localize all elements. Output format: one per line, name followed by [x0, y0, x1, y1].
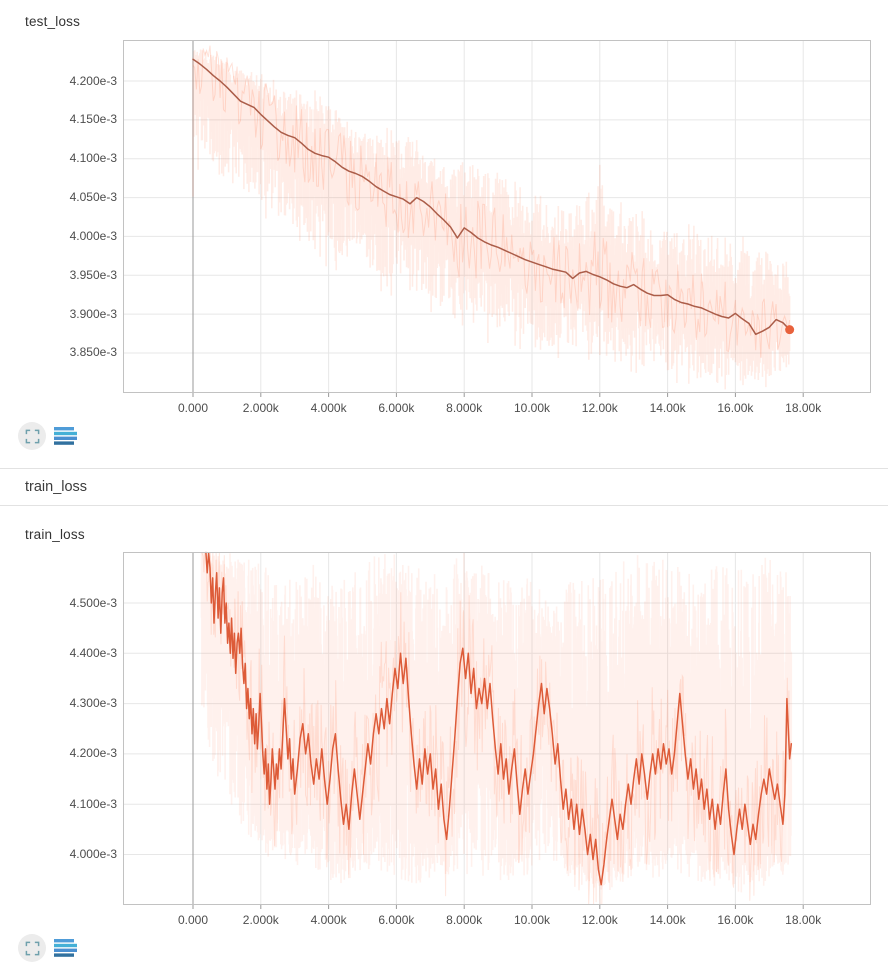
smoothed-series-line	[205, 551, 793, 886]
x-tick-label: 10.00k	[513, 401, 551, 415]
chart-toolbar-test-loss	[18, 421, 78, 451]
x-tick-label: 12.00k	[581, 401, 618, 415]
x-tick-label: 6.000k	[378, 401, 415, 415]
raw-series	[192, 49, 791, 390]
x-tick-label: 8.000k	[446, 913, 483, 927]
expand-chart-button[interactable]	[18, 422, 46, 450]
runs-list-button[interactable]	[54, 938, 78, 958]
expand-chart-button[interactable]	[18, 934, 46, 962]
expand-icon	[25, 429, 40, 444]
runs-list-icon	[54, 426, 78, 446]
chart-toolbar-train-loss	[18, 933, 78, 963]
train-loss-plot[interactable]	[123, 551, 871, 909]
section-header-label: train_loss	[25, 479, 88, 495]
y-tick-label: 4.100e-3	[69, 151, 117, 166]
x-tick-label: 0.000	[177, 913, 209, 927]
y-tick-label: 4.100e-3	[69, 796, 117, 811]
y-tick-label: 3.850e-3	[69, 345, 117, 360]
y-tick-label: 4.300e-3	[69, 696, 117, 711]
plot-canvas[interactable]	[123, 40, 871, 397]
section-header-train-loss[interactable]: train_loss	[0, 468, 888, 506]
y-tick-label: 3.900e-3	[69, 306, 117, 321]
x-tick-label: 10.00k	[513, 913, 551, 927]
latest-value-dot	[785, 325, 795, 335]
y-tick-label: 4.200e-3	[69, 746, 117, 761]
x-tick-label: 4.000k	[310, 913, 347, 927]
chart-title-train-loss: train_loss	[25, 527, 85, 542]
y-tick-label: 4.150e-3	[69, 112, 117, 127]
test-loss-plot[interactable]	[123, 40, 871, 397]
x-tick-label: 14.00k	[649, 913, 686, 927]
x-tick-label: 4.000k	[310, 401, 347, 415]
x-tick-label: 18.00k	[785, 401, 822, 415]
x-tick-label: 12.00k	[581, 913, 618, 927]
runs-list-icon	[54, 938, 78, 958]
y-tick-label: 4.500e-3	[69, 595, 117, 610]
y-tick-label: 4.000e-3	[69, 846, 117, 861]
x-tick-label: 0.000	[177, 401, 209, 415]
x-tick-label: 2.000k	[242, 401, 279, 415]
x-tick-label: 2.000k	[242, 913, 279, 927]
smoothed-series-line	[192, 58, 791, 336]
x-tick-label: 6.000k	[378, 913, 415, 927]
y-tick-label: 4.050e-3	[69, 190, 117, 205]
x-tick-label: 18.00k	[785, 913, 822, 927]
runs-list-button[interactable]	[54, 426, 78, 446]
x-tick-label: 14.00k	[649, 401, 686, 415]
x-tick-label: 16.00k	[717, 913, 754, 927]
y-tick-label: 4.200e-3	[69, 73, 117, 88]
x-tick-label: 16.00k	[717, 401, 754, 415]
chart-title-test-loss: test_loss	[25, 14, 81, 29]
x-tick-label: 8.000k	[446, 401, 483, 415]
y-tick-label: 3.950e-3	[69, 267, 117, 282]
y-tick-label: 4.400e-3	[69, 645, 117, 660]
plot-canvas[interactable]	[123, 551, 871, 909]
y-tick-label: 4.000e-3	[69, 228, 117, 243]
expand-icon	[25, 941, 40, 956]
